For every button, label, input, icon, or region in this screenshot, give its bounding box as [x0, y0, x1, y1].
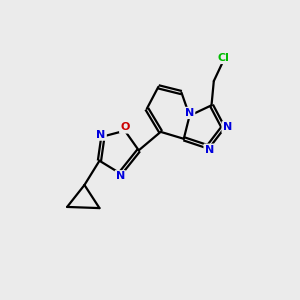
Text: N: N	[205, 145, 214, 155]
Text: N: N	[185, 108, 194, 118]
Text: N: N	[116, 171, 125, 181]
Text: Cl: Cl	[217, 53, 229, 63]
Text: N: N	[223, 122, 232, 132]
Text: O: O	[120, 122, 130, 133]
Text: N: N	[97, 130, 106, 140]
